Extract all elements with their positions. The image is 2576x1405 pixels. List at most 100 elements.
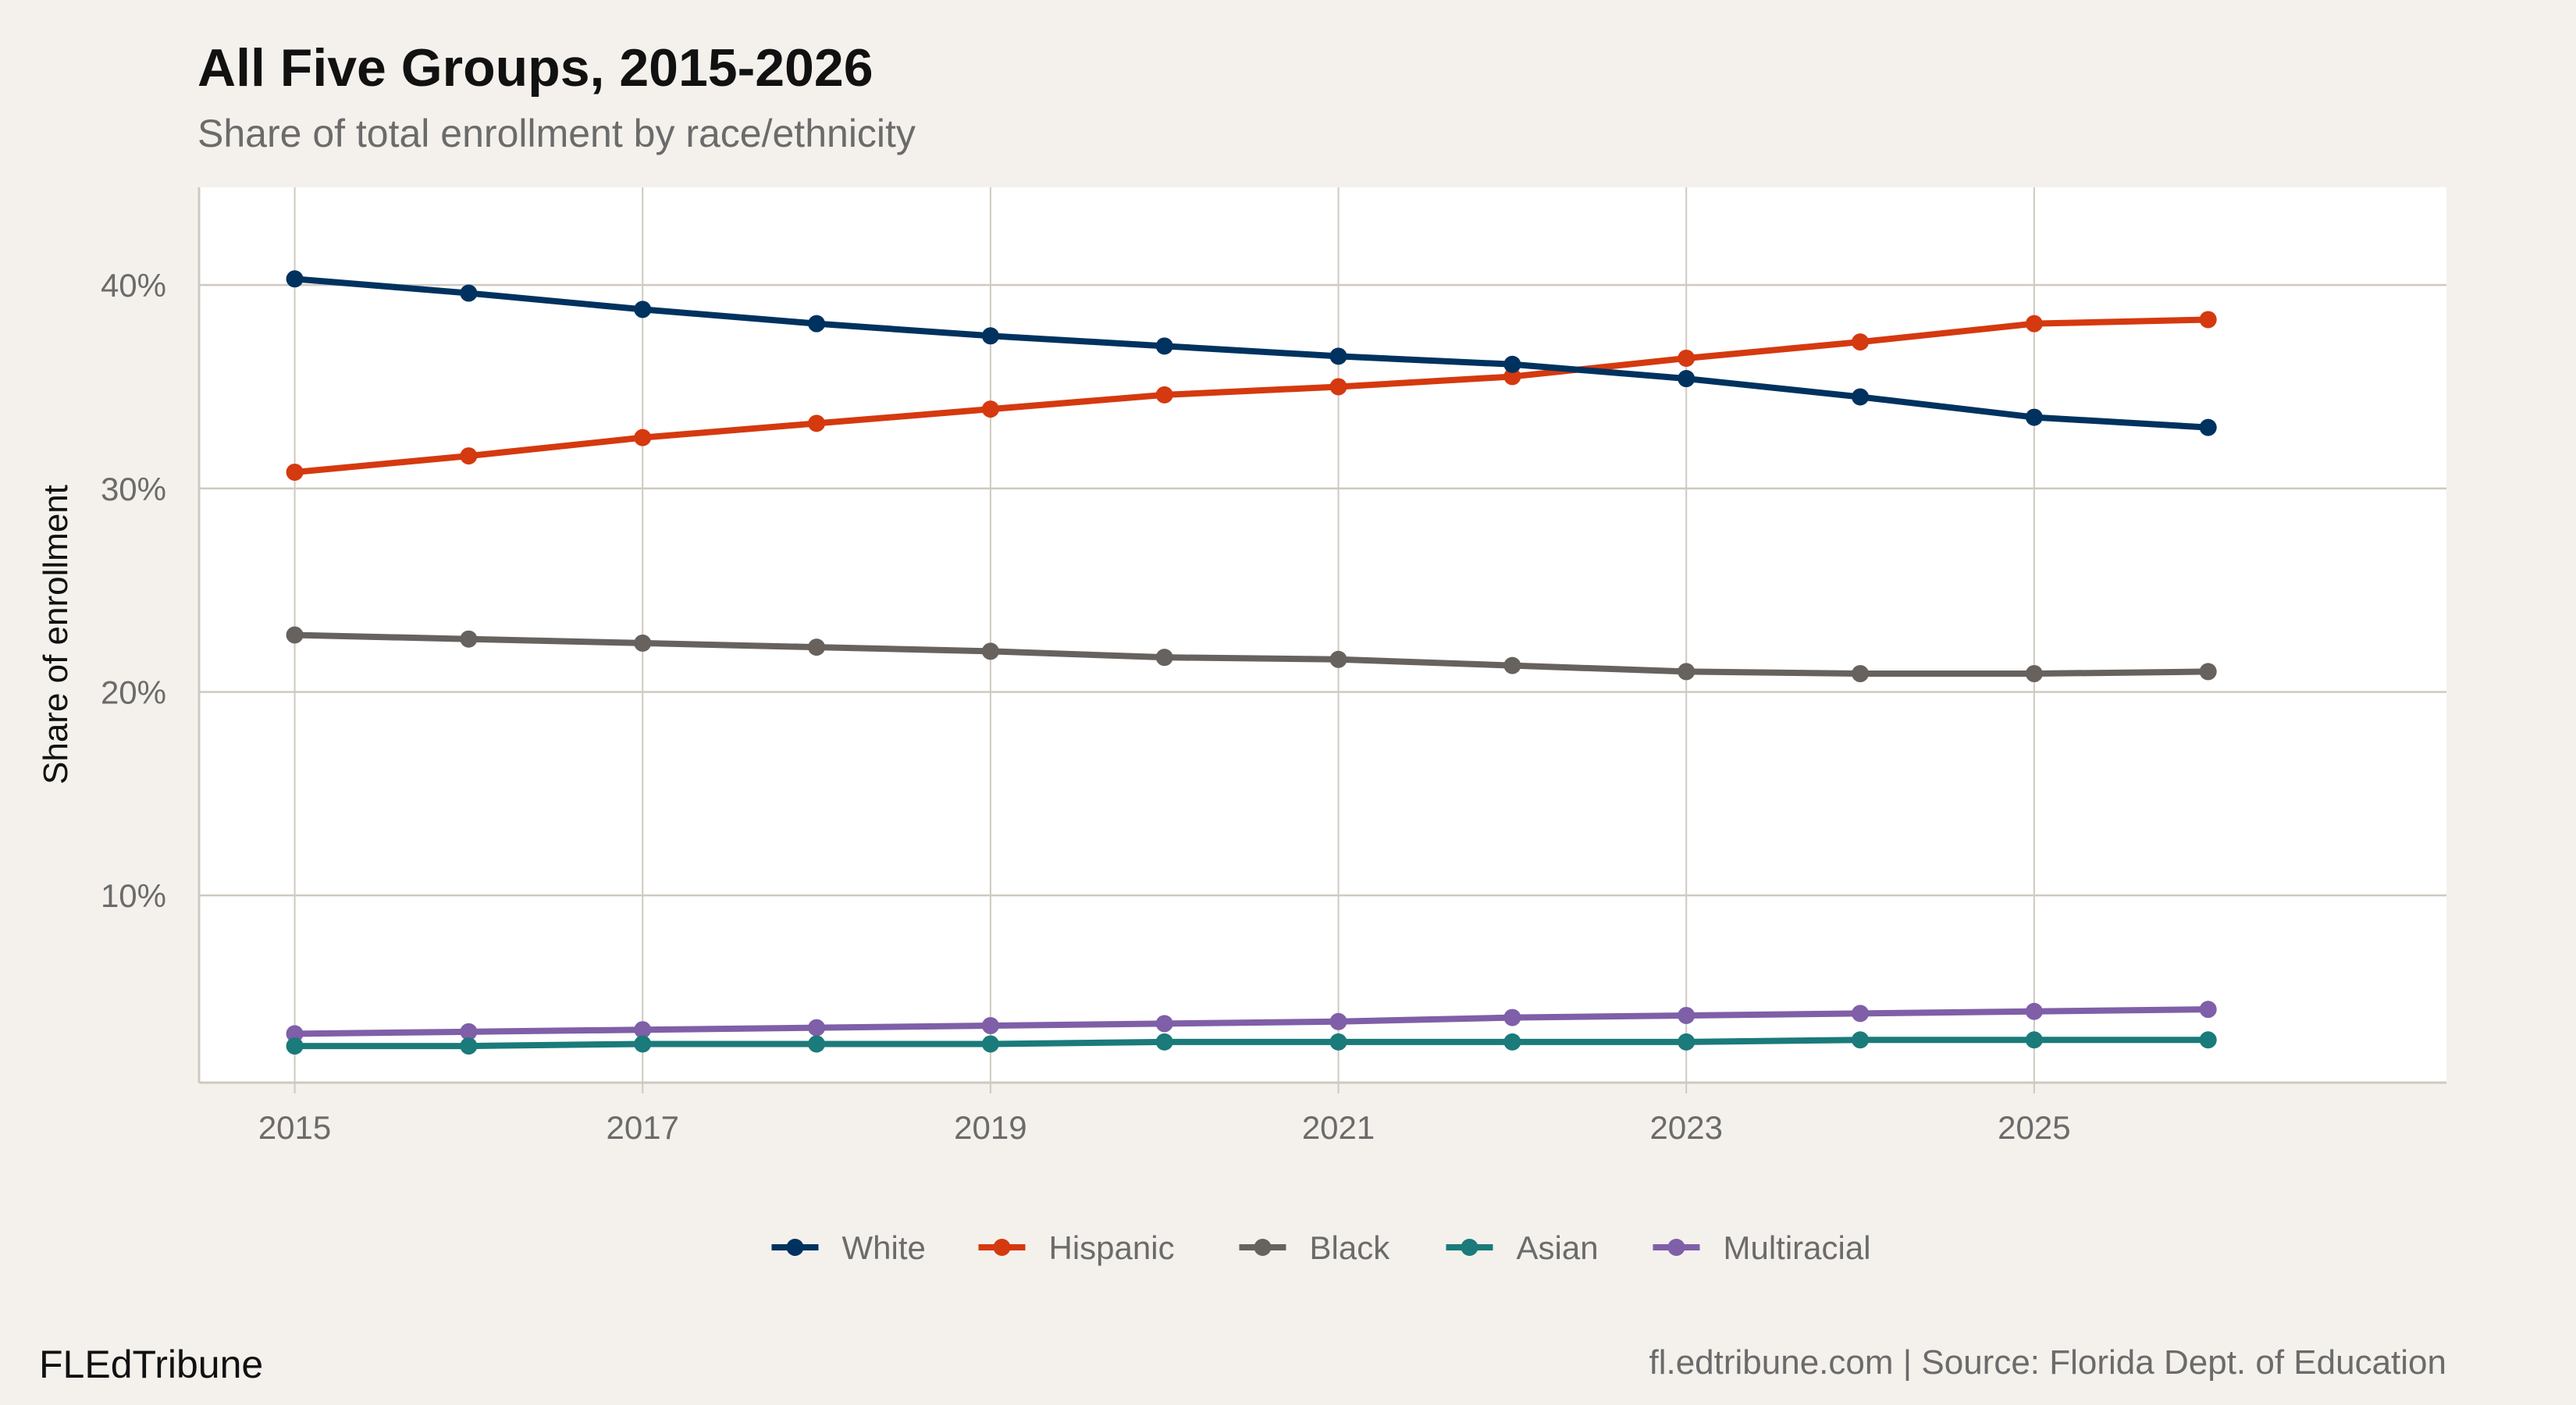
gridlines	[199, 187, 2446, 1083]
data-point	[2199, 311, 2217, 329]
data-point	[286, 1037, 304, 1055]
data-point	[1329, 347, 1347, 365]
data-point	[1155, 386, 1173, 404]
legend-key-point	[786, 1239, 804, 1256]
legend-label: Asian	[1517, 1229, 1599, 1266]
data-point	[634, 634, 652, 652]
data-point	[1852, 388, 1870, 406]
x-tick-label: 2021	[1302, 1109, 1375, 1146]
legend-item-multiracial: Multiracial	[1653, 1229, 1871, 1266]
series-white	[286, 270, 2217, 436]
x-tick-label: 2015	[258, 1109, 331, 1146]
data-point	[2025, 665, 2043, 683]
data-point	[460, 447, 478, 465]
data-point	[981, 400, 999, 418]
data-point	[2025, 408, 2043, 426]
data-point	[808, 638, 826, 656]
data-point	[2199, 1031, 2217, 1049]
chart-title: All Five Groups, 2015-2026	[197, 38, 873, 98]
data-point	[460, 630, 478, 648]
series-asian	[286, 1031, 2217, 1055]
legend-label: Black	[1310, 1229, 1391, 1266]
data-point	[1678, 349, 1695, 367]
data-point	[1329, 650, 1347, 668]
data-point	[1503, 368, 1521, 386]
series-line	[294, 316, 2208, 475]
data-point	[1329, 1012, 1347, 1030]
data-point	[1678, 1033, 1695, 1051]
data-point	[2025, 315, 2043, 333]
data-point	[460, 1023, 478, 1040]
data-point	[460, 284, 478, 302]
data-point	[1678, 1006, 1695, 1024]
data-point	[1329, 378, 1347, 396]
source-caption: fl.edtribune.com | Source: Florida Dept.…	[1649, 1343, 2446, 1382]
legend-item-hispanic: Hispanic	[978, 1229, 1175, 1266]
legend-label: Hispanic	[1049, 1229, 1175, 1266]
data-point	[634, 429, 652, 446]
series-line	[294, 631, 2208, 678]
data-point	[1503, 1033, 1521, 1051]
data-point	[808, 1035, 826, 1053]
data-point	[286, 626, 304, 644]
series-lines	[286, 270, 2217, 1055]
series-line	[294, 1037, 2208, 1050]
data-point	[634, 301, 652, 318]
x-axis-ticks: 2015 2017 2019 2021 2023 2025	[258, 1083, 2071, 1146]
data-point	[2199, 663, 2217, 681]
data-point	[2025, 1002, 2043, 1020]
data-point	[1155, 337, 1173, 355]
y-tick-label: 20%	[101, 674, 166, 710]
chart-subtitle: Share of total enrollment by race/ethnic…	[197, 112, 916, 155]
legend-item-white: White	[771, 1229, 926, 1266]
data-point	[1503, 355, 1521, 373]
brand-logo-text: FLEdTribune	[39, 1343, 263, 1386]
data-point	[1329, 1033, 1347, 1051]
data-point	[1503, 656, 1521, 674]
x-tick-label: 2019	[954, 1109, 1026, 1146]
series-line	[294, 276, 2208, 431]
y-axis-ticks: 10% 20% 30% 40%	[101, 267, 166, 914]
legend-label: White	[842, 1229, 926, 1266]
data-point	[1678, 370, 1695, 388]
legend-key-point	[993, 1239, 1011, 1256]
data-point	[981, 1035, 999, 1053]
legend-item-black: Black	[1239, 1229, 1391, 1266]
data-point	[2199, 1001, 2217, 1019]
data-point	[286, 463, 304, 481]
data-point	[1852, 333, 1870, 351]
legend: White Hispanic Black Asian Multiracial	[771, 1229, 1871, 1266]
x-tick-label: 2023	[1650, 1109, 1723, 1146]
plot-panel	[199, 187, 2446, 1083]
legend-key-point	[1461, 1239, 1478, 1256]
data-point	[634, 1035, 652, 1053]
data-point	[808, 315, 826, 333]
legend-key-point	[1667, 1239, 1685, 1256]
data-point	[1155, 1033, 1173, 1051]
data-point	[460, 1037, 478, 1055]
data-point	[981, 642, 999, 660]
legend-key-point	[1254, 1239, 1272, 1256]
legend-item-asian: Asian	[1446, 1229, 1599, 1266]
series-black	[286, 626, 2217, 683]
y-axis-title: Share of enrollment	[37, 485, 75, 784]
y-tick-label: 30%	[101, 471, 166, 507]
data-point	[1155, 1015, 1173, 1033]
data-point	[286, 270, 304, 288]
data-point	[286, 1025, 304, 1043]
data-point	[2199, 418, 2217, 436]
data-point	[1852, 1005, 1870, 1023]
data-point	[1503, 1008, 1521, 1026]
series-hispanic	[286, 311, 2217, 481]
x-tick-label: 2025	[1998, 1109, 2070, 1146]
legend-label: Multiracial	[1724, 1229, 1871, 1266]
data-point	[634, 1021, 652, 1039]
data-point	[981, 327, 999, 345]
data-point	[1678, 663, 1695, 681]
data-point	[981, 1017, 999, 1035]
series-line	[294, 1006, 2208, 1037]
data-point	[808, 1019, 826, 1037]
series-multiracial	[286, 1001, 2217, 1043]
x-tick-label: 2017	[607, 1109, 679, 1146]
